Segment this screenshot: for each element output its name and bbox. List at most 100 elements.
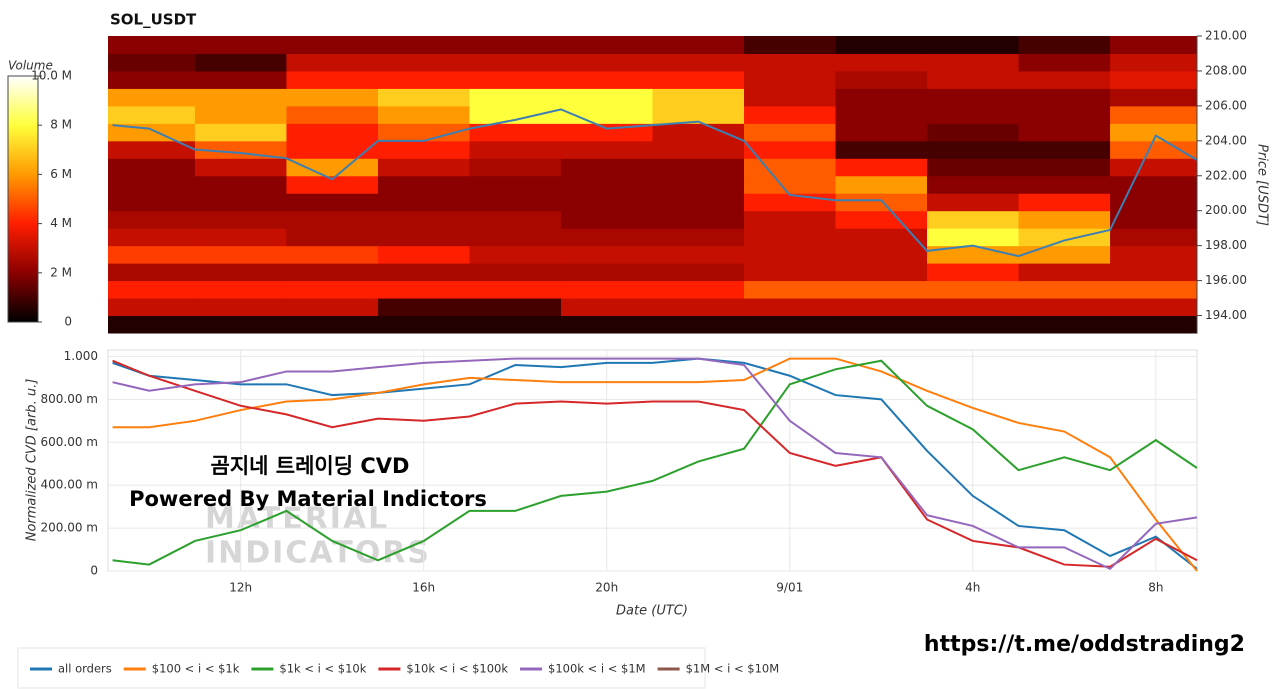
x-tick-label: 9/01: [776, 581, 803, 595]
heatmap-cell: [835, 298, 928, 317]
heatmap-cell: [286, 245, 379, 264]
heatmap-cell: [108, 88, 196, 107]
heatmap-cell: [377, 263, 470, 282]
heatmap-cell: [194, 105, 287, 124]
heatmap-cell: [560, 158, 653, 177]
heatmap-cell: [286, 175, 379, 194]
heatmap-cell: [108, 298, 196, 317]
heatmap-cell: [108, 36, 196, 54]
heatmap-cell: [1110, 140, 1198, 159]
heatmap-cell: [835, 263, 928, 282]
heatmap-cell: [560, 70, 653, 89]
heatmap-cell: [194, 36, 287, 54]
heatmap-cell: [927, 315, 1020, 334]
heatmap-cell: [377, 158, 470, 177]
heatmap-cell: [835, 105, 928, 124]
heatmap-cell: [1110, 263, 1198, 282]
heatmap-cell: [835, 280, 928, 299]
heatmap-cell: [560, 263, 653, 282]
heatmap-cell: [286, 158, 379, 177]
heatmap-cell: [286, 53, 379, 72]
y-tick-label: 0: [90, 564, 98, 578]
heatmap-cell: [108, 210, 196, 229]
heatmap-cell: [744, 280, 837, 299]
heatmap-cell: [194, 123, 287, 142]
heatmap-cell: [194, 193, 287, 212]
heatmap-cell: [744, 210, 837, 229]
colorbar: [7, 75, 39, 323]
heatmap-cell: [744, 245, 837, 264]
heatmap-cell: [469, 210, 562, 229]
heatmap-cell: [835, 210, 928, 229]
heatmap-cell: [927, 280, 1020, 299]
heatmap-cell: [744, 315, 837, 334]
heatmap-cell: [927, 228, 1020, 247]
heatmap-cell: [469, 53, 562, 72]
heatmap-cell: [560, 53, 653, 72]
heatmap-cell: [194, 298, 287, 317]
heatmap-cell: [469, 175, 562, 194]
heatmap-cell: [1018, 175, 1111, 194]
y-tick-label: 202.00: [1205, 168, 1247, 182]
heatmap-cell: [744, 263, 837, 282]
heatmap-cell: [652, 105, 745, 124]
x-tick-label: 12h: [229, 581, 252, 595]
colorbar-tick-label: 0: [64, 315, 72, 329]
heatmap-cell: [377, 228, 470, 247]
heatmap-cell: [1110, 193, 1198, 212]
annotation: 곰지네 트레이딩 CVD: [211, 454, 410, 478]
heatmap-cell: [927, 123, 1020, 142]
heatmap-cell: [560, 315, 653, 334]
heatmap-cell: [652, 245, 745, 264]
heatmap-cell: [1018, 245, 1111, 264]
heatmap-cell: [194, 158, 287, 177]
heatmap-cell: [560, 280, 653, 299]
heatmap-cell: [1110, 158, 1198, 177]
y-tick-label: 800.00 m: [41, 392, 99, 406]
legend-label: $100k < i < $1M: [548, 662, 646, 676]
heatmap-cell: [286, 88, 379, 107]
heatmap-cell: [744, 88, 837, 107]
legend-label: $1M < i < $10M: [686, 662, 780, 676]
heatmap-cell: [835, 158, 928, 177]
colorbar-tick-label: 6 M: [50, 167, 72, 181]
heatmap-cell: [1018, 298, 1111, 317]
colorbar-tick-label: 10.0 M: [31, 69, 72, 83]
x-tick-label: 4h: [965, 581, 980, 595]
heatmap-cell: [286, 123, 379, 142]
legend-label: $1k < i < $10k: [279, 662, 366, 676]
heatmap-cell: [1110, 315, 1198, 334]
heatmap-cell: [1018, 36, 1111, 54]
heatmap-cell: [286, 263, 379, 282]
heatmap-cell: [377, 105, 470, 124]
heatmap-cell: [652, 53, 745, 72]
y-tick-label: 194.00: [1205, 308, 1247, 322]
heatmap-cell: [652, 280, 745, 299]
heatmap-cell: [835, 315, 928, 334]
heatmap-cell: [835, 36, 928, 54]
heatmap-cell: [744, 140, 837, 159]
heatmap-cell: [1018, 70, 1111, 89]
heatmap-cell: [1018, 193, 1111, 212]
footer-link: https://t.me/oddstrading2: [924, 632, 1245, 657]
y-tick-label: 400.00 m: [41, 478, 99, 492]
heatmap-cell: [108, 123, 196, 142]
heatmap-cell: [286, 228, 379, 247]
heatmap-cell: [1110, 280, 1198, 299]
heatmap-cell: [835, 70, 928, 89]
heatmap-cell: [469, 105, 562, 124]
heatmap-cell: [560, 193, 653, 212]
heatmap-cell: [108, 53, 196, 72]
heatmap-cell: [744, 175, 837, 194]
heatmap-cell: [1110, 53, 1198, 72]
heatmap-cell: [927, 36, 1020, 54]
heatmap-cell: [927, 298, 1020, 317]
heatmap-cell: [927, 193, 1020, 212]
heatmap-cell: [1110, 245, 1198, 264]
heatmap-cell: [286, 315, 379, 334]
heatmap-cell: [377, 315, 470, 334]
heatmap-cell: [469, 36, 562, 54]
heatmap-cell: [194, 263, 287, 282]
watermark: INDICATORS: [205, 536, 431, 571]
heatmap-cell: [927, 210, 1020, 229]
